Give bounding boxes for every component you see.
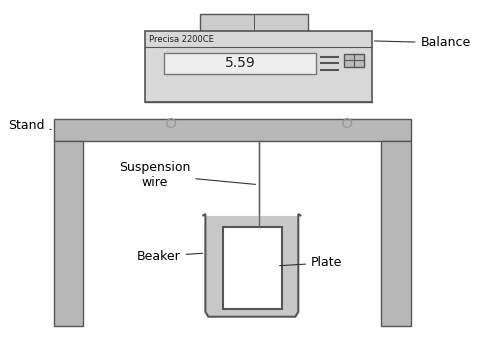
Bar bbox=[201, 14, 308, 31]
Text: Balance: Balance bbox=[374, 36, 471, 49]
Bar bbox=[54, 141, 83, 326]
Text: Beaker: Beaker bbox=[137, 250, 203, 262]
Text: 5.59: 5.59 bbox=[225, 56, 255, 71]
Polygon shape bbox=[203, 214, 301, 317]
Bar bbox=[382, 141, 411, 326]
Bar bbox=[344, 54, 364, 67]
Text: Suspension
wire: Suspension wire bbox=[119, 161, 255, 189]
Bar bbox=[54, 119, 411, 141]
Bar bbox=[223, 227, 282, 309]
Text: Stand: Stand bbox=[8, 119, 51, 133]
Text: Plate: Plate bbox=[279, 256, 342, 270]
Bar bbox=[164, 53, 316, 74]
Bar bbox=[145, 31, 372, 101]
Text: Precisa 2200CE: Precisa 2200CE bbox=[149, 35, 214, 44]
